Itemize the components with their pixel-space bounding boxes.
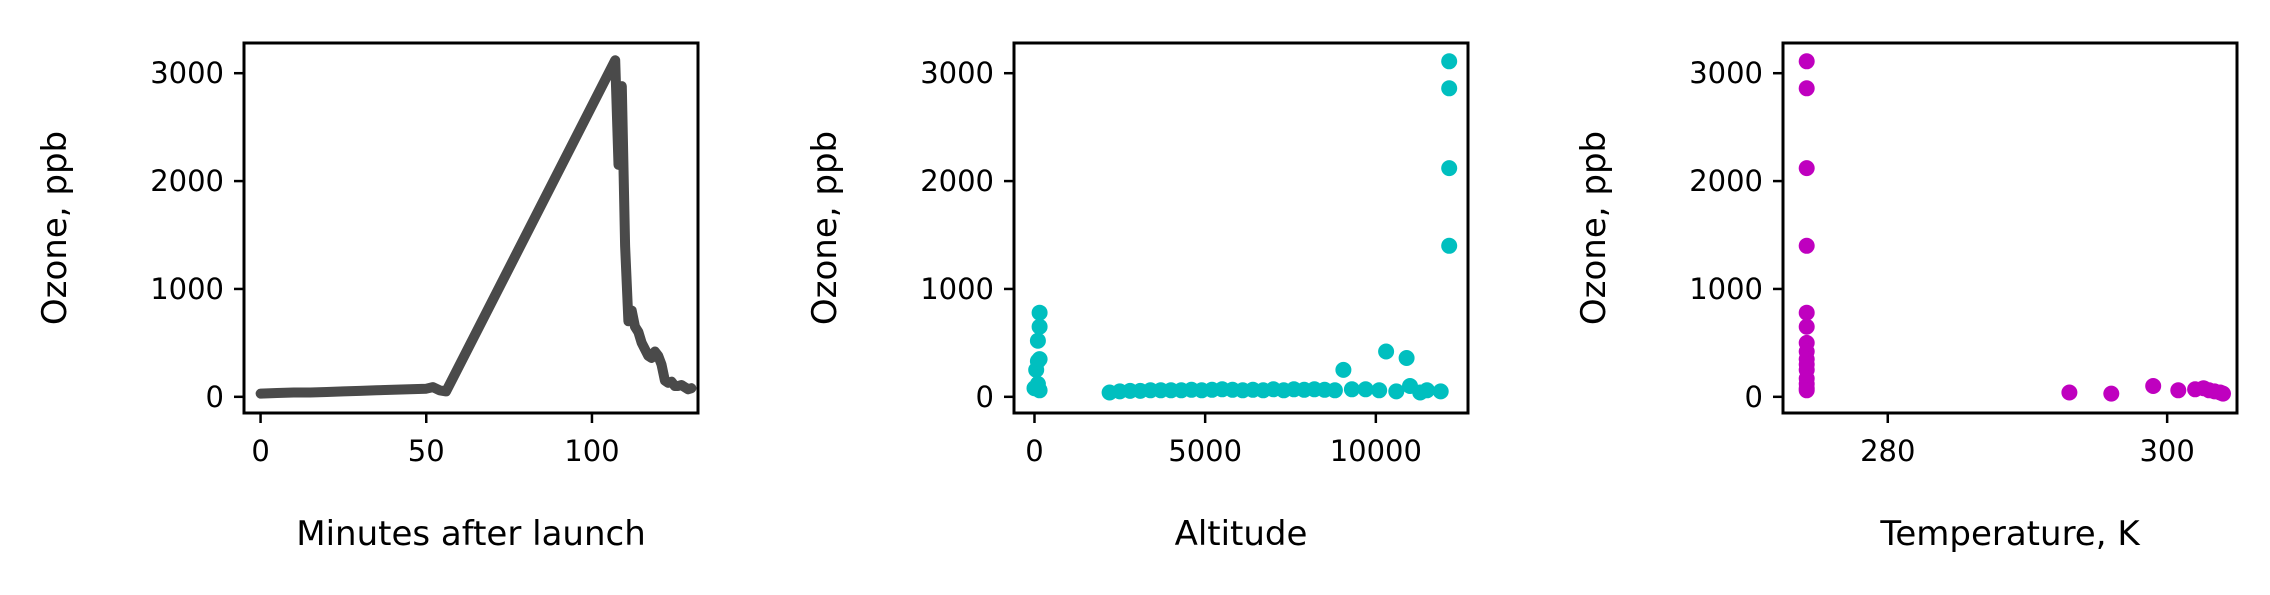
panel-2-y-tick-label: 1000 xyxy=(920,272,994,306)
panel-2-data-point xyxy=(1378,343,1395,360)
panel-1-series-line xyxy=(255,55,697,399)
panel-3-data-point xyxy=(2103,385,2120,402)
panel-2-x-tick-label: 10000 xyxy=(1330,434,1422,468)
panel-2-y-tick-label: 2000 xyxy=(920,164,994,198)
panel-1-x-axis-label: Minutes after launch xyxy=(296,514,646,554)
panel-3-data-point xyxy=(1798,80,1815,97)
panel-2-data-point xyxy=(1335,361,1352,378)
panel-1-x-tick-label: 100 xyxy=(564,434,619,468)
panel-1-y-tick-label: 1000 xyxy=(150,272,224,306)
panel-2-data-point xyxy=(1031,351,1048,368)
panel-2-data-point xyxy=(1432,383,1449,400)
panel-2-axes-frame xyxy=(1012,41,1470,415)
panel-2-data-point xyxy=(1357,381,1374,398)
panel-2-data-point xyxy=(1388,383,1405,400)
panel-2-data-point xyxy=(1441,53,1458,70)
panel-3-data-point xyxy=(1798,53,1815,70)
panel-3-x-tick-label: 300 xyxy=(2139,434,2194,468)
panel-2-data-point xyxy=(1343,381,1360,398)
panel-3-data-point xyxy=(1798,382,1815,399)
panel-1-y-tick-label: 2000 xyxy=(150,164,224,198)
panel-3-y-tick-label: 1000 xyxy=(1689,272,1763,306)
panel-2-data-point xyxy=(1029,332,1046,349)
panel-2-data-point xyxy=(1031,304,1048,321)
panel-3-y-axis-label: Ozone, ppb xyxy=(1574,131,1614,325)
panel-2-y-tick-label: 3000 xyxy=(920,56,994,90)
panel-3-data-point xyxy=(1798,237,1815,254)
panel-3-axes-frame xyxy=(1781,41,2239,415)
panel-1-y-tick-label: 0 xyxy=(206,380,224,414)
panel-2-data-point xyxy=(1419,382,1435,399)
panel-2-data-point xyxy=(1031,318,1048,335)
panel-2-data-point xyxy=(1326,382,1343,399)
panel-3-y-tick-label: 3000 xyxy=(1689,56,1763,90)
panel-1-x-tick-label: 0 xyxy=(251,434,269,468)
panel-3-data-point xyxy=(2145,378,2162,394)
panel-3-y-tick-label: 2000 xyxy=(1689,164,1763,198)
panel-2-data-point xyxy=(1441,80,1458,97)
panel-2-data-point xyxy=(1031,382,1048,399)
panel-2-data-point xyxy=(1371,382,1388,399)
panel-2-x-tick-label: 5000 xyxy=(1168,434,1242,468)
panel-1-y-tick-label: 3000 xyxy=(150,56,224,90)
panel-1-x-tick-label: 50 xyxy=(408,434,445,468)
panel-2-y-axis-label: Ozone, ppb xyxy=(805,131,845,325)
panel-2-x-tick-label: 0 xyxy=(1025,434,1043,468)
panel-3-data-point xyxy=(2170,382,2187,399)
panel-3-y-tick-label: 0 xyxy=(1745,380,1763,414)
panel-3-x-tick-label: 280 xyxy=(1860,434,1915,468)
panel-2-x-axis-label: Altitude xyxy=(1175,514,1308,554)
panel-3-x-axis-label: Temperature, K xyxy=(1879,514,2141,554)
panel-3-data-point xyxy=(1798,304,1815,321)
panel-3-data-point xyxy=(1798,160,1815,177)
panel-2-y-tick-label: 0 xyxy=(976,380,994,414)
panel-3-data-point xyxy=(1798,318,1815,335)
panel-3-data-point xyxy=(2215,385,2231,402)
panel-1-y-axis-label: Ozone, ppb xyxy=(35,131,75,325)
panel-2-data-point xyxy=(1398,350,1415,366)
panel-3-data-point xyxy=(2061,384,2078,401)
panel-1-axes-frame xyxy=(242,41,700,415)
panel-2-data-point xyxy=(1441,237,1458,254)
panel-2-data-point xyxy=(1441,160,1458,177)
